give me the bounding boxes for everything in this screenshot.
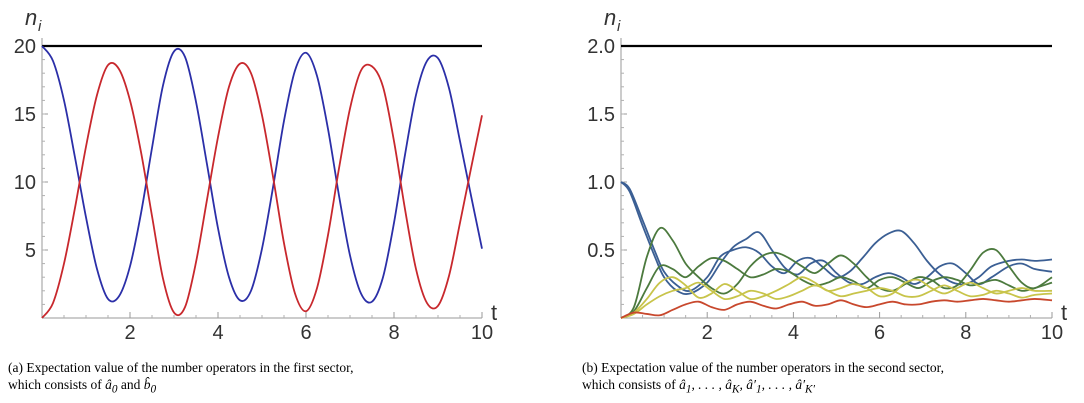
chart-b-y-tick-label: 1.0 bbox=[587, 172, 615, 194]
chart-b-y-tick-label: 1.5 bbox=[587, 104, 615, 126]
chart-b-x-label: t bbox=[1061, 300, 1067, 325]
chart-a: 2 4 6 8 10 5 10 15 20 n i t bbox=[14, 5, 497, 344]
chart-a-y-tick-label: 10 bbox=[14, 172, 36, 194]
caption-b: (b) Expectation value of the number oper… bbox=[582, 359, 1082, 399]
chart-a-y-tick-label: 5 bbox=[25, 240, 36, 262]
caption-b-tag: (b) bbox=[582, 360, 598, 375]
chart-b-series-5 bbox=[620, 276, 1053, 319]
chart-b-y-label-sub: i bbox=[617, 18, 621, 35]
chart-a-x-tick-label: 2 bbox=[124, 322, 135, 344]
chart-a-x-label: t bbox=[491, 300, 497, 325]
chart-a-x-tick-label: 8 bbox=[388, 322, 399, 344]
chart-b-series-6 bbox=[620, 281, 1053, 319]
caption-a-math-a0: â0 bbox=[105, 377, 118, 396]
chart-a-x-tick-label: 10 bbox=[471, 322, 493, 344]
caption-a-tag: (a) bbox=[8, 360, 23, 375]
chart-b-y-label: n bbox=[604, 5, 616, 30]
chart-b-x-tick-label: 8 bbox=[960, 322, 971, 344]
chart-b: 2 4 6 8 10 0.5 1.0 1.5 2.0 n i t bbox=[587, 5, 1067, 344]
chart-a-series-2 bbox=[41, 61, 483, 319]
chart-b-y-tick-label: 2.0 bbox=[587, 36, 615, 58]
caption-a-line1: Expectation value of the number operator… bbox=[26, 360, 354, 375]
chart-b-series-2 bbox=[620, 181, 1053, 295]
chart-b-series-1 bbox=[620, 181, 1053, 292]
chart-a-y-tick-label: 15 bbox=[14, 104, 36, 126]
chart-b-y-tick-label: 0.5 bbox=[587, 240, 615, 262]
chart-a-x-tick-label: 6 bbox=[300, 322, 311, 344]
chart-b-x-tick-label: 6 bbox=[874, 322, 885, 344]
chart-b-x-tick-label: 10 bbox=[1041, 322, 1063, 344]
chart-b-x-tick-label: 4 bbox=[788, 322, 799, 344]
chart-a-x-tick-label: 4 bbox=[212, 322, 223, 344]
chart-a-y-label: n bbox=[25, 5, 37, 30]
caption-b-math-operators: â1, . . . , âK, â′1, . . . , â′K′ bbox=[679, 377, 816, 396]
caption-a-math-b0: b̂0 bbox=[143, 377, 157, 396]
chart-b-x-tick-label: 2 bbox=[702, 322, 713, 344]
caption-b-line2: which consists of bbox=[582, 377, 676, 392]
caption-a-and: and bbox=[120, 377, 141, 392]
chart-a-y-tick-label: 20 bbox=[14, 36, 36, 58]
chart-b-series-3 bbox=[620, 226, 1053, 319]
chart-a-y-label-sub: i bbox=[38, 18, 42, 35]
chart-a-series-1 bbox=[41, 45, 483, 304]
caption-b-line1: Expectation value of the number operator… bbox=[601, 360, 944, 375]
chart-b-series-7 bbox=[620, 298, 1053, 319]
caption-a-line2: which consists of bbox=[8, 377, 102, 392]
caption-a: (a) Expectation value of the number oper… bbox=[8, 359, 498, 399]
